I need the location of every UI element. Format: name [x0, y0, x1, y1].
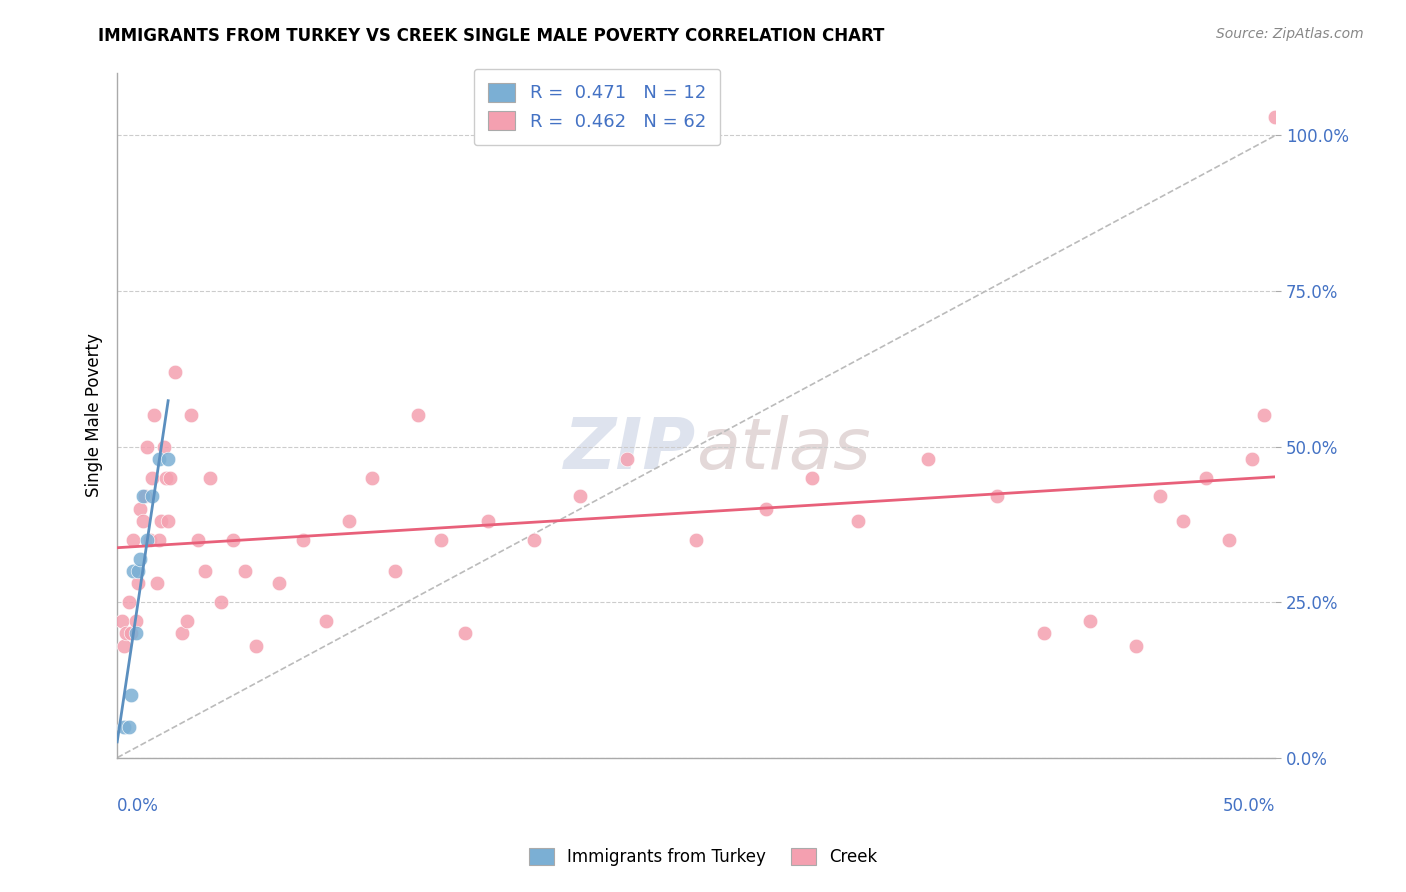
Text: 0.0%: 0.0%: [117, 797, 159, 814]
Point: [1264, 110, 1286, 124]
Legend: R =  0.471   N = 12, R =  0.462   N = 62: R = 0.471 N = 12, R = 0.462 N = 62: [474, 69, 720, 145]
Point: [127, 576, 149, 591]
Point: [1253, 409, 1275, 423]
Point: [430, 533, 453, 547]
Point: [157, 452, 180, 467]
Point: [118, 720, 141, 734]
Point: [111, 614, 134, 628]
Point: [194, 564, 217, 578]
Point: [148, 533, 170, 547]
Point: [170, 626, 193, 640]
Point: [127, 564, 149, 578]
Point: [477, 514, 499, 528]
Point: [755, 501, 778, 516]
Point: [131, 489, 153, 503]
Point: [1032, 626, 1054, 640]
Point: [155, 471, 177, 485]
Point: [148, 452, 170, 467]
Text: Source: ZipAtlas.com: Source: ZipAtlas.com: [1216, 27, 1364, 41]
Point: [187, 533, 209, 547]
Point: [801, 471, 824, 485]
Text: ZIP: ZIP: [564, 415, 696, 484]
Point: [198, 471, 221, 485]
Point: [115, 626, 138, 640]
Point: [141, 471, 163, 485]
Point: [141, 489, 163, 503]
Point: [384, 564, 406, 578]
Point: [291, 533, 314, 547]
Point: [134, 489, 156, 503]
Point: [112, 720, 135, 734]
Point: [848, 514, 870, 528]
Point: [917, 452, 939, 467]
Point: [986, 489, 1008, 503]
Y-axis label: Single Male Poverty: Single Male Poverty: [86, 334, 103, 498]
Point: [136, 533, 159, 547]
Point: [361, 471, 384, 485]
Point: [157, 514, 180, 528]
Point: [1195, 471, 1218, 485]
Point: [129, 551, 152, 566]
Point: [569, 489, 592, 503]
Point: [616, 452, 638, 467]
Point: [143, 409, 166, 423]
Point: [152, 440, 174, 454]
Point: [129, 501, 152, 516]
Point: [269, 576, 291, 591]
Point: [180, 409, 202, 423]
Legend: Immigrants from Turkey, Creek: Immigrants from Turkey, Creek: [520, 840, 886, 875]
Point: [1171, 514, 1194, 528]
Point: [1149, 489, 1171, 503]
Point: [165, 365, 187, 379]
Point: [131, 514, 153, 528]
Point: [125, 626, 148, 640]
Point: [150, 514, 173, 528]
Text: IMMIGRANTS FROM TURKEY VS CREEK SINGLE MALE POVERTY CORRELATION CHART: IMMIGRANTS FROM TURKEY VS CREEK SINGLE M…: [98, 27, 884, 45]
Point: [523, 533, 546, 547]
Point: [453, 626, 475, 640]
Point: [122, 564, 145, 578]
Point: [1078, 614, 1101, 628]
Point: [315, 614, 337, 628]
Point: [245, 639, 267, 653]
Point: [337, 514, 360, 528]
Point: [1125, 639, 1147, 653]
Point: [125, 614, 148, 628]
Point: [222, 533, 245, 547]
Text: atlas: atlas: [696, 415, 870, 484]
Point: [1241, 452, 1264, 467]
Point: [120, 626, 142, 640]
Point: [1218, 533, 1240, 547]
Text: 50.0%: 50.0%: [1223, 797, 1275, 814]
Point: [138, 533, 160, 547]
Point: [209, 595, 232, 609]
Point: [120, 689, 142, 703]
Point: [233, 564, 256, 578]
Point: [122, 533, 145, 547]
Point: [159, 471, 181, 485]
Point: [145, 576, 167, 591]
Point: [118, 595, 141, 609]
Point: [136, 440, 159, 454]
Point: [112, 639, 135, 653]
Point: [408, 409, 430, 423]
Point: [685, 533, 707, 547]
Point: [176, 614, 198, 628]
